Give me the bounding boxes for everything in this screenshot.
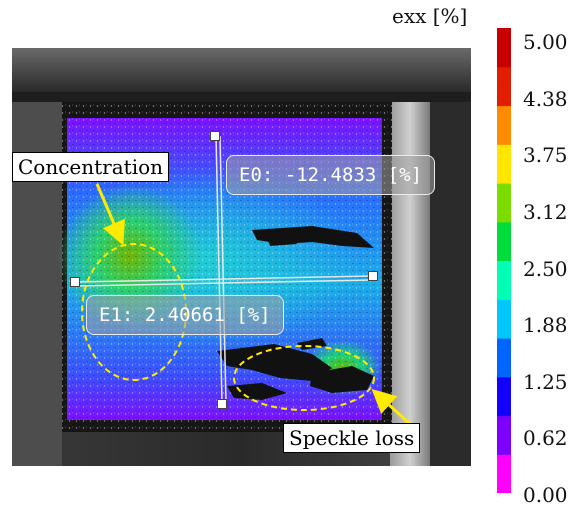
colorbar-segment	[497, 66, 511, 107]
specimen-photo	[12, 48, 471, 466]
colorbar-title: exx [%]	[392, 4, 468, 28]
colorbar-tick-label: 3.75	[523, 143, 568, 168]
speckle-loss-callout: Speckle loss	[283, 423, 421, 453]
colorbar	[497, 28, 511, 493]
extensometer-handle-top[interactable]	[210, 131, 220, 141]
colorbar-segment	[497, 260, 511, 300]
extensometer-handle-bottom[interactable]	[217, 399, 227, 409]
colorbar-segment	[497, 415, 511, 455]
concentration-callout: Concentration	[12, 152, 170, 182]
colorbar-segment	[497, 376, 511, 417]
colorbar-tick-label: 1.25	[523, 369, 568, 394]
colorbar-segment	[497, 183, 511, 223]
speckle-loss-ellipse	[233, 345, 375, 411]
extensometer-handle-left[interactable]	[70, 277, 80, 287]
speckle-loss-arrow	[371, 388, 412, 426]
colorbar-tick-label: 3.12	[523, 199, 568, 224]
colorbar-tick-label: 2.50	[523, 256, 568, 281]
colorbar-tick-label: 4.38	[523, 86, 568, 111]
colorbar-segment	[497, 221, 511, 262]
top-loading-plate	[12, 48, 471, 92]
colorbar-tick-label: 0.00	[523, 483, 568, 507]
colorbar-segment	[497, 105, 511, 145]
colorbar-tick-label: 5.00	[523, 30, 568, 54]
concentration-arrow	[95, 183, 125, 246]
colorbar-segment	[497, 28, 511, 68]
extensometer-lines	[75, 135, 373, 404]
colorbar-tick-label: 1.88	[523, 313, 568, 338]
speckle-loss-areas	[217, 226, 374, 400]
extensometer-handle-right[interactable]	[368, 271, 378, 281]
colorbar-segment	[497, 338, 511, 378]
e0-strain-label: E0: -12.4833 [%]	[226, 155, 436, 195]
colorbar-tick-label: 0.62	[523, 426, 568, 451]
colorbar-segment	[497, 454, 511, 493]
colorbar-segment	[497, 144, 511, 184]
colorbar-segment	[497, 299, 511, 339]
e1-strain-label: E1: 2.40661 [%]	[86, 295, 284, 335]
